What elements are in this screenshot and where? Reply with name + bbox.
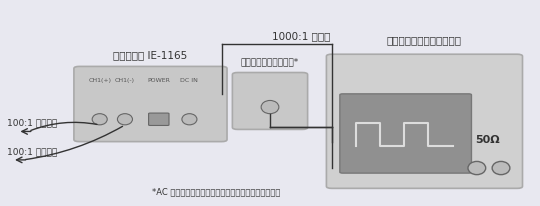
Text: CH1(-): CH1(-) xyxy=(115,78,135,83)
Text: バッテリー・ボックス*: バッテリー・ボックス* xyxy=(241,57,299,66)
Ellipse shape xyxy=(182,114,197,125)
Text: 1000:1 信号線: 1000:1 信号線 xyxy=(272,31,330,41)
Text: CH1(+): CH1(+) xyxy=(88,78,111,83)
Text: 100:1 プローブ: 100:1 プローブ xyxy=(7,147,57,156)
Text: 100:1 プローブ: 100:1 プローブ xyxy=(7,119,57,128)
Ellipse shape xyxy=(492,162,510,175)
Text: POWER: POWER xyxy=(147,78,170,83)
FancyBboxPatch shape xyxy=(74,66,227,142)
Text: 50Ω: 50Ω xyxy=(475,135,500,145)
Text: デジタル・オシロスコープ: デジタル・オシロスコープ xyxy=(387,35,462,45)
Text: *AC アダプタまたは、バッテリー（単三乾電池４本）: *AC アダプタまたは、バッテリー（単三乾電池４本） xyxy=(152,187,280,197)
Ellipse shape xyxy=(468,162,485,175)
Ellipse shape xyxy=(261,101,279,114)
FancyBboxPatch shape xyxy=(232,73,308,129)
FancyBboxPatch shape xyxy=(340,94,471,173)
FancyBboxPatch shape xyxy=(326,54,523,188)
FancyBboxPatch shape xyxy=(148,113,169,125)
Text: DC IN: DC IN xyxy=(180,78,198,83)
Ellipse shape xyxy=(117,114,132,125)
Text: 差動アンプ IE-1165: 差動アンプ IE-1165 xyxy=(113,50,187,60)
Ellipse shape xyxy=(92,114,107,125)
